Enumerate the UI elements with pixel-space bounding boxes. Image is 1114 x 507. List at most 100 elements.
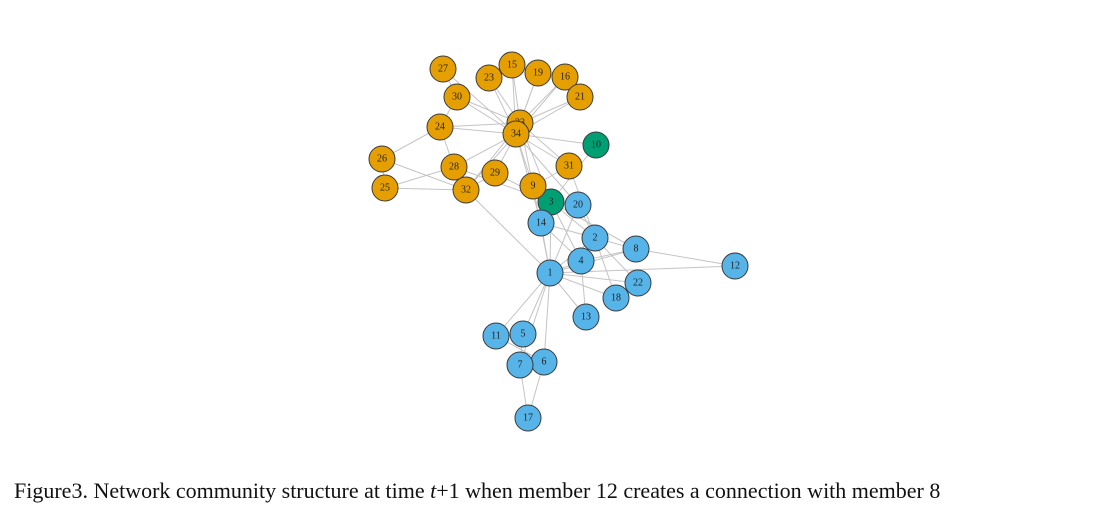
node-21-label: 21 (575, 92, 585, 103)
node-4: 4 (567, 247, 595, 275)
node-7: 7 (506, 351, 534, 379)
node-31: 31 (555, 152, 583, 180)
node-34-circle (502, 120, 530, 148)
node-12-circle (721, 252, 749, 280)
node-10: 10 (582, 131, 610, 159)
node-26-circle (368, 145, 396, 173)
node-13-label: 13 (581, 312, 591, 323)
node-5-label: 5 (521, 329, 526, 340)
node-29: 29 (481, 159, 509, 187)
node-22: 22 (624, 269, 652, 297)
node-10-circle (582, 131, 610, 159)
node-1-circle (536, 259, 564, 287)
node-27-label: 27 (438, 64, 448, 75)
node-27-circle (429, 55, 457, 83)
node-12-label: 12 (730, 261, 740, 272)
node-11-circle (482, 322, 510, 350)
node-22-circle (624, 269, 652, 297)
caption-variable: t (430, 478, 437, 503)
node-25-circle (371, 174, 399, 202)
edge-25-32 (384, 187, 467, 191)
edge-1-22 (549, 272, 639, 284)
node-19: 19 (524, 59, 552, 87)
node-18-label: 18 (611, 293, 621, 304)
node-16: 16 (551, 63, 579, 91)
node-15: 15 (498, 51, 526, 79)
node-20: 20 (564, 191, 592, 219)
edge-26-32 (381, 158, 467, 191)
node-26: 26 (368, 145, 396, 173)
node-20-circle (564, 191, 592, 219)
edge-8-12 (635, 248, 736, 267)
node-13-circle (572, 303, 600, 331)
node-31-circle (555, 152, 583, 180)
node-22-label: 22 (633, 278, 643, 289)
caption-suffix: +1 when member 12 creates a connection w… (436, 478, 941, 503)
node-23-circle (475, 64, 503, 92)
node-29-label: 29 (490, 168, 500, 179)
caption-prefix: Figure3. Network community structure at … (14, 478, 431, 503)
node-17-label: 17 (523, 413, 533, 424)
node-24: 24 (426, 113, 454, 141)
node-2-label: 2 (593, 233, 598, 244)
node-32-label: 32 (461, 185, 471, 196)
node-5: 5 (509, 320, 537, 348)
node-21: 21 (566, 83, 594, 111)
node-15-label: 15 (507, 60, 517, 71)
node-15-circle (498, 51, 526, 79)
node-24-circle (426, 113, 454, 141)
node-2-circle (581, 224, 609, 252)
node-26-label: 26 (377, 154, 387, 165)
node-17-circle (514, 404, 542, 432)
node-6: 6 (530, 348, 558, 376)
edge-20-34 (515, 133, 579, 206)
node-8-circle (622, 235, 650, 263)
node-18: 18 (602, 284, 630, 312)
node-9: 9 (519, 172, 547, 200)
node-27: 27 (429, 55, 457, 83)
edge-1-7 (519, 272, 551, 366)
node-25: 25 (371, 174, 399, 202)
node-28: 28 (440, 153, 468, 181)
node-3-label: 3 (549, 197, 554, 208)
node-19-label: 19 (533, 68, 543, 79)
node-2: 2 (581, 224, 609, 252)
node-19-circle (524, 59, 552, 87)
edge-1-6 (543, 272, 551, 363)
node-1-label: 1 (548, 268, 553, 279)
edge-1-32 (465, 189, 551, 274)
node-34: 34 (502, 120, 530, 148)
node-6-label: 6 (542, 357, 547, 368)
node-14-circle (527, 209, 555, 237)
node-24-label: 24 (435, 122, 445, 133)
node-18-circle (602, 284, 630, 312)
node-8-label: 8 (634, 244, 639, 255)
node-7-label: 7 (518, 360, 523, 371)
node-14-label: 14 (536, 218, 546, 229)
node-17: 17 (514, 404, 542, 432)
node-16-label: 16 (560, 72, 570, 83)
node-34-label: 34 (511, 129, 521, 140)
node-8: 8 (622, 235, 650, 263)
edge-1-11 (495, 272, 551, 337)
node-7-circle (506, 351, 534, 379)
network-graph: 1234567891011121314151617181920212223242… (368, 51, 749, 432)
node-32: 32 (452, 176, 480, 204)
node-11: 11 (482, 322, 510, 350)
node-30-label: 30 (452, 92, 462, 103)
node-23-label: 23 (484, 73, 494, 84)
node-10-label: 10 (591, 140, 601, 151)
node-28-label: 28 (449, 162, 459, 173)
node-5-circle (509, 320, 537, 348)
node-3: 3 (537, 188, 565, 216)
node-4-circle (567, 247, 595, 275)
node-layer: 1234567891011121314151617181920212223242… (368, 51, 749, 432)
node-14: 14 (527, 209, 555, 237)
node-23: 23 (475, 64, 503, 92)
node-16-circle (551, 63, 579, 91)
node-9-label: 9 (531, 181, 536, 192)
node-1: 1 (536, 259, 564, 287)
edge-27-34 (442, 68, 517, 135)
node-21-circle (566, 83, 594, 111)
node-13: 13 (572, 303, 600, 331)
